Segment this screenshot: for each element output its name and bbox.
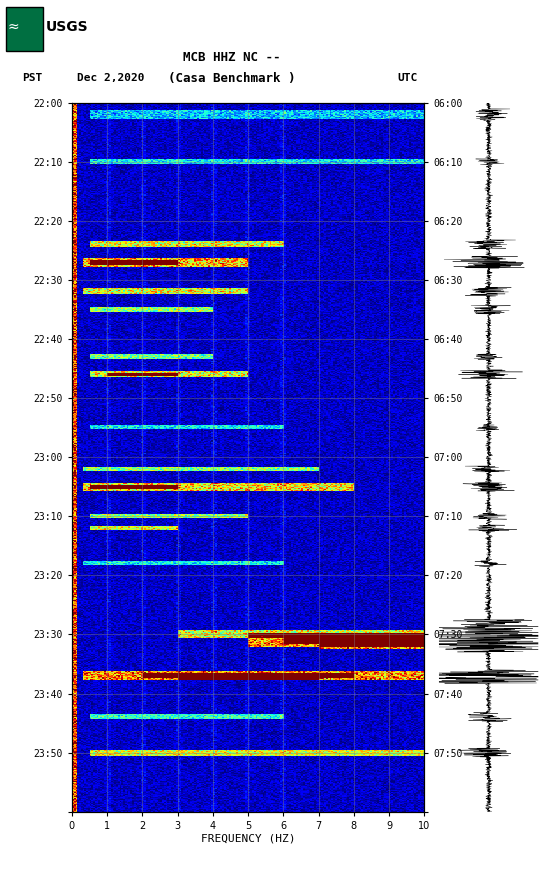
Text: UTC: UTC (397, 73, 418, 84)
Text: USGS: USGS (46, 20, 88, 34)
Text: MCB HHZ NC --: MCB HHZ NC -- (183, 52, 280, 64)
Text: PST: PST (22, 73, 43, 84)
X-axis label: FREQUENCY (HZ): FREQUENCY (HZ) (201, 833, 295, 844)
Text: ≈: ≈ (8, 20, 19, 34)
Text: (Casa Benchmark ): (Casa Benchmark ) (168, 72, 295, 85)
Text: Dec 2,2020: Dec 2,2020 (77, 73, 145, 84)
FancyBboxPatch shape (6, 7, 43, 51)
